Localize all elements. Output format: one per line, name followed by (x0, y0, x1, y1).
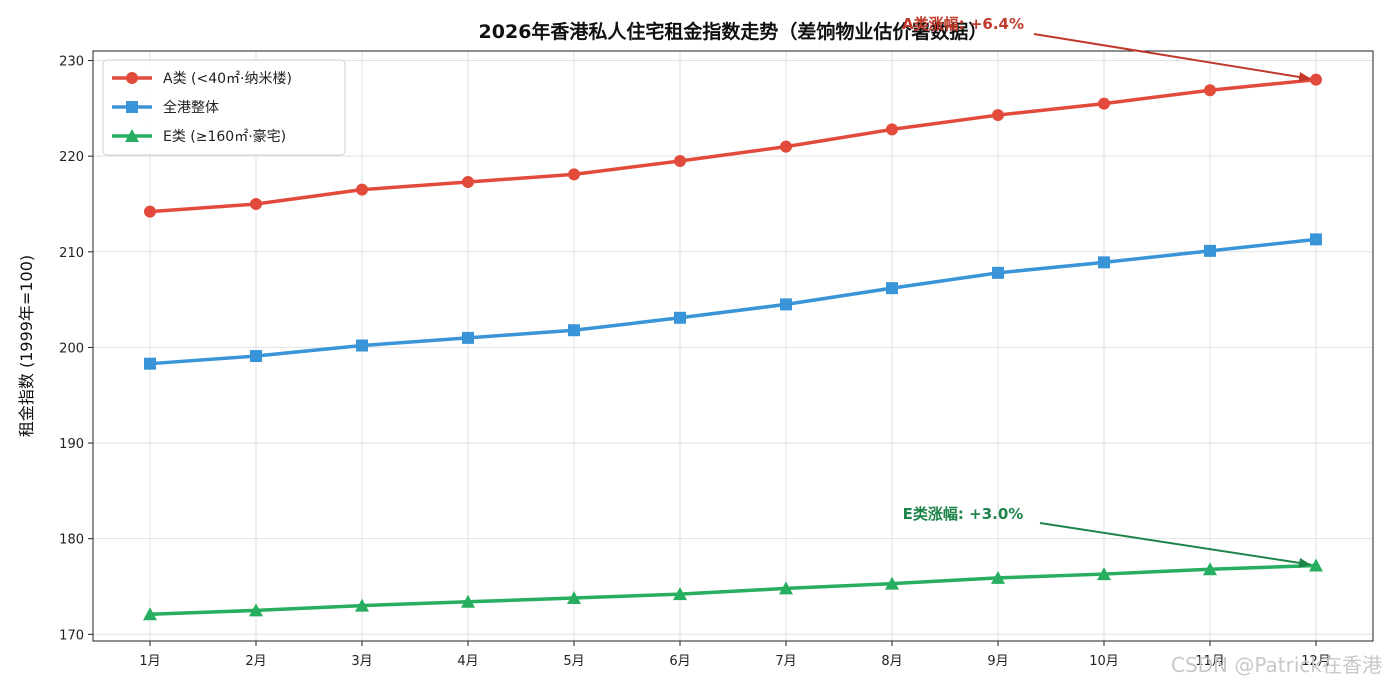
data-point (1098, 97, 1110, 110)
x-tick-label: 11月 (1195, 654, 1225, 669)
data-point (568, 168, 580, 181)
x-tick-label: 1月 (139, 654, 160, 669)
data-point (780, 140, 792, 153)
y-axis-label: 租金指数 (1999年=100) (17, 255, 36, 437)
legend-entry-1: 全港整体 (112, 99, 219, 116)
data-point (1309, 558, 1323, 572)
x-tick-label: 5月 (563, 654, 584, 669)
grid (93, 51, 1373, 641)
data-point (1310, 73, 1322, 86)
y-tick-label: 200 (59, 341, 84, 356)
y-tick-label: 220 (59, 150, 84, 165)
data-point (1204, 244, 1216, 257)
annotation-label: A类涨幅: +6.4% (902, 15, 1024, 33)
y-tick-label: 170 (59, 628, 84, 643)
data-point (250, 197, 262, 210)
x-tick-label: 10月 (1089, 654, 1119, 669)
data-point (462, 176, 474, 189)
legend-label: E类 (≥160㎡·豪宅) (163, 129, 286, 145)
y-axis: 170 180 190 200 210 220 230 (59, 55, 93, 643)
annotations: A类涨幅: +6.4% E类涨幅: +3.0% (902, 15, 1312, 568)
data-point (1204, 84, 1216, 97)
legend-label: A类 (<40㎡·纳米楼) (163, 71, 292, 87)
data-point (1310, 233, 1322, 246)
legend-entry-2: E类 (≥160㎡·豪宅) (112, 129, 286, 145)
data-point (886, 123, 898, 136)
legend-marker (126, 101, 138, 113)
data-point (144, 205, 156, 218)
data-point (1097, 567, 1111, 581)
x-tick-label: 4月 (457, 654, 478, 669)
data-point (674, 311, 686, 324)
legend-marker (125, 129, 139, 142)
data-point (356, 183, 368, 196)
annotation-arrow (1033, 33, 1312, 82)
data-point (249, 603, 263, 617)
data-point (355, 598, 369, 612)
legend-label: 全港整体 (163, 99, 219, 116)
legend-box (102, 59, 346, 156)
data-point (992, 266, 1004, 279)
data-point (673, 587, 687, 601)
y-tick-label: 210 (59, 246, 84, 261)
x-tick-label: 7月 (775, 654, 796, 669)
data-point (1203, 562, 1217, 576)
series-2 (143, 558, 1323, 621)
x-axis: 1月 2月 3月 4月 5月 6月 7月 8月 9月 10月 11月 12月 (139, 641, 1331, 669)
data-point (885, 576, 899, 590)
data-point (1098, 256, 1110, 269)
chart-title: 2026年香港私人住宅租金指数走势（差饷物业估价署数据） (479, 20, 988, 43)
data-point (886, 282, 898, 295)
annotation-arrow (1039, 522, 1312, 568)
data-point (462, 331, 474, 344)
watermark-text: CSDN @Patrick在香港 (1171, 653, 1382, 677)
x-tick-label: 9月 (987, 654, 1008, 669)
series-line (149, 237, 1317, 366)
data-point (143, 607, 157, 621)
data-point (779, 581, 793, 595)
x-tick-label: 2月 (245, 654, 266, 669)
legend-entry-0: A类 (<40㎡·纳米楼) (112, 71, 292, 87)
y-tick-label: 190 (59, 437, 84, 452)
series-1 (144, 233, 1322, 370)
y-tick-label: 180 (59, 533, 84, 548)
legend-marker (126, 72, 138, 84)
x-tick-label: 8月 (881, 654, 902, 669)
legend: A类 (<40㎡·纳米楼) 全港整体 E类 (≥160㎡·豪宅) (102, 59, 346, 156)
data-point (991, 570, 1005, 584)
data-point (674, 154, 686, 167)
series-line (149, 563, 1317, 616)
x-tick-label: 6月 (669, 654, 690, 669)
data-point (992, 109, 1004, 122)
series-0 (144, 73, 1322, 218)
series-line (149, 77, 1317, 214)
data-point (144, 357, 156, 370)
series-group (143, 73, 1323, 621)
data-point (780, 298, 792, 311)
data-point (250, 350, 262, 363)
plot-frame (92, 50, 1374, 642)
data-point (461, 594, 475, 608)
y-tick-label: 230 (59, 55, 84, 70)
data-point (567, 590, 581, 604)
annotation-label: E类涨幅: +3.0% (903, 505, 1024, 523)
data-point (568, 324, 580, 337)
x-tick-label: 3月 (351, 654, 372, 669)
data-point (356, 339, 368, 352)
x-tick-label: 12月 (1301, 654, 1331, 669)
